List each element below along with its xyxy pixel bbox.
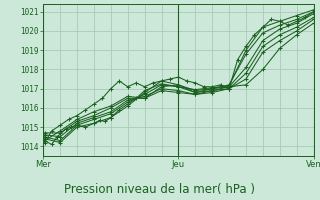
Text: Pression niveau de la mer( hPa ): Pression niveau de la mer( hPa ) [65, 183, 255, 196]
